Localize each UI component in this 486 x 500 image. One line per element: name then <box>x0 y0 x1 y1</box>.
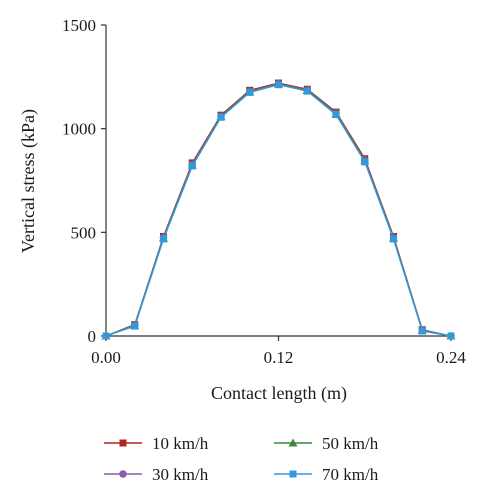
data-point <box>275 81 282 89</box>
data-point <box>447 332 455 340</box>
x-axis-title: Contact length (m) <box>211 383 347 404</box>
x-tick-label: 0.12 <box>264 348 294 367</box>
legend-label: 10 km/h <box>152 434 209 453</box>
data-point <box>246 88 254 96</box>
legend-marker <box>289 470 297 478</box>
plot-area: 0 500 1000 1500 0.00 0.12 0.24 <box>62 16 466 367</box>
series-line <box>105 83 452 337</box>
legend-marker <box>119 439 127 447</box>
data-point <box>361 158 369 166</box>
data-point <box>102 332 110 340</box>
legend-item: 50 km/h <box>274 434 379 453</box>
data-point <box>418 327 426 335</box>
series-50-km-h <box>101 79 456 340</box>
legend-item: 70 km/h <box>274 465 379 484</box>
legend: 10 km/h 30 km/h 50 km/h 70 km/h <box>104 434 379 484</box>
legend-label: 50 km/h <box>322 434 379 453</box>
y-tick-label: 500 <box>71 223 97 242</box>
data-point <box>390 235 397 243</box>
series-70-km-h <box>102 81 455 340</box>
legend-marker <box>288 438 298 447</box>
series-30-km-h <box>102 79 455 340</box>
legend-label: 30 km/h <box>152 465 209 484</box>
y-axis-title: Vertical stress (kPa) <box>18 109 39 253</box>
y-tick-label: 1500 <box>62 16 96 35</box>
data-point <box>188 162 196 170</box>
y-tick-label: 1000 <box>62 120 96 139</box>
series-line <box>105 82 452 337</box>
data-point <box>303 87 311 95</box>
data-point <box>217 113 225 121</box>
x-tick-label: 0.24 <box>436 348 466 367</box>
data-point <box>332 111 340 119</box>
data-point <box>131 322 139 330</box>
y-tick-label: 0 <box>88 327 97 346</box>
legend-marker <box>119 470 127 478</box>
series-10-km-h <box>102 79 455 340</box>
data-point <box>160 235 167 243</box>
legend-label: 70 km/h <box>322 465 379 484</box>
series-line <box>105 83 452 337</box>
x-tick-label: 0.00 <box>91 348 121 367</box>
legend-item: 30 km/h <box>104 465 209 484</box>
series-line <box>105 82 452 337</box>
legend-item: 10 km/h <box>104 434 209 453</box>
